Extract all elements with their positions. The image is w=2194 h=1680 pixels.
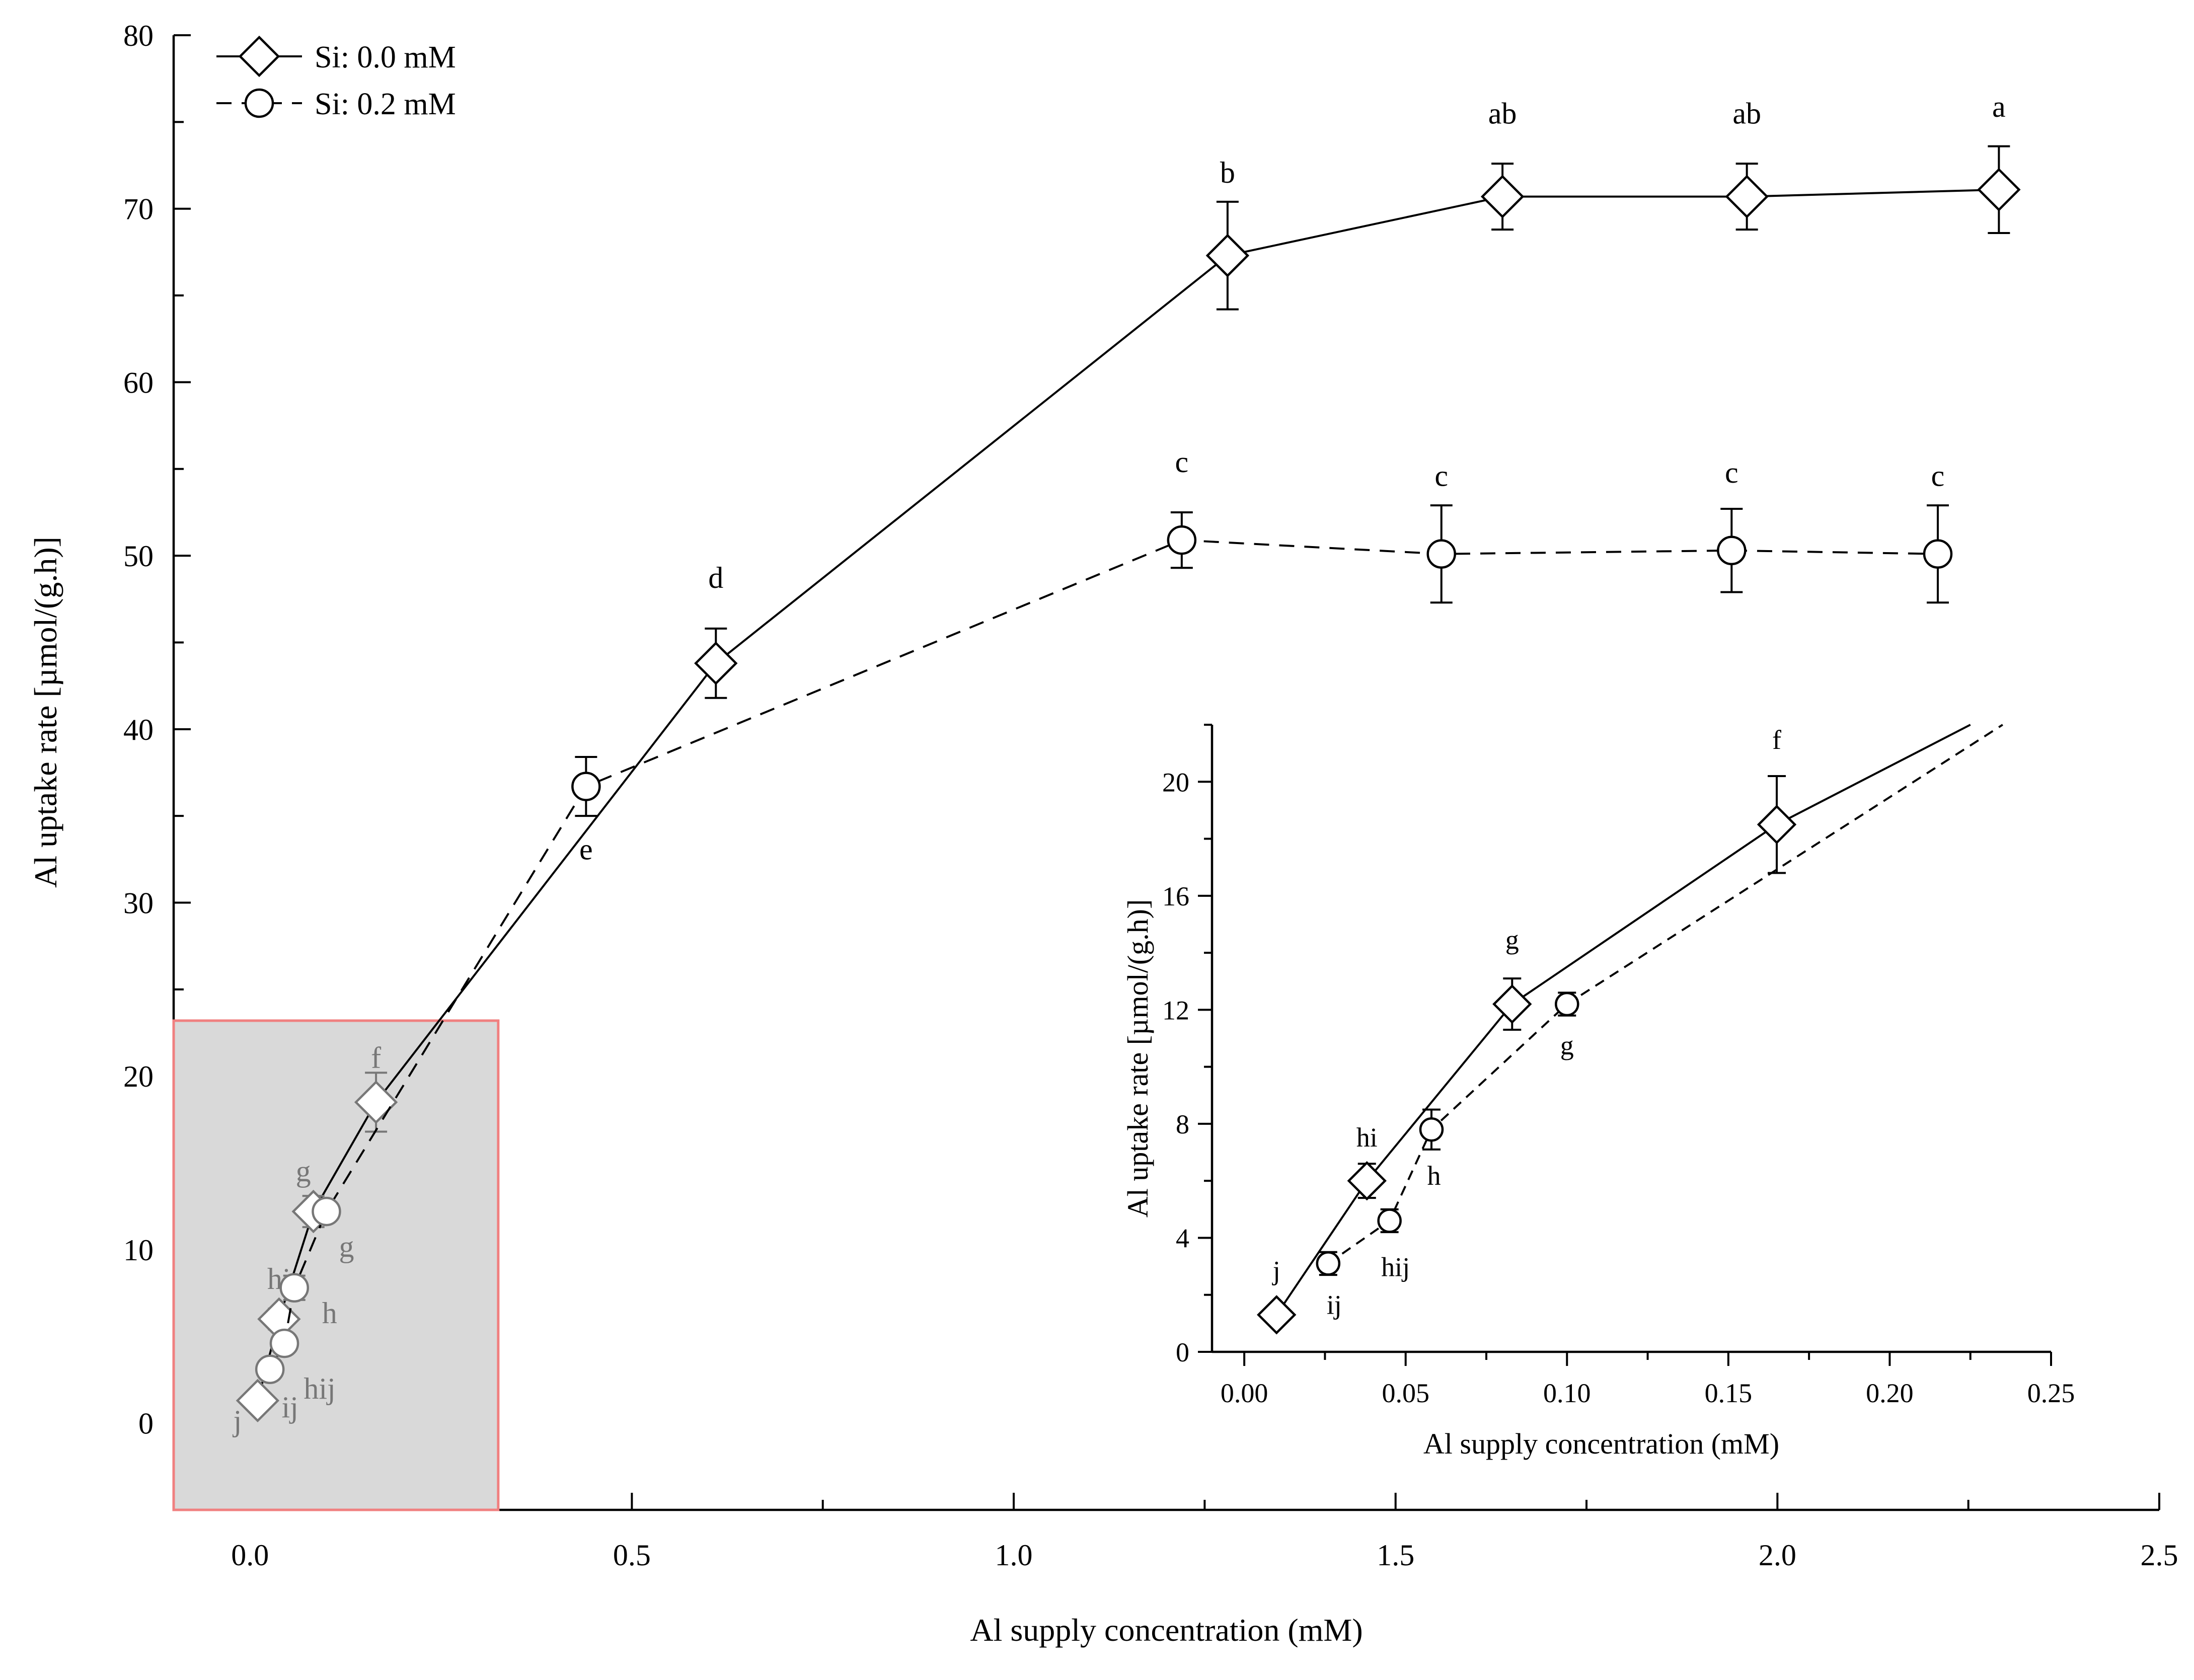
significance-label: c xyxy=(1725,456,1738,489)
inset-x-tick-label: 0.10 xyxy=(1543,1378,1591,1408)
data-point-circle xyxy=(312,1196,341,1227)
significance-label: f xyxy=(371,1041,381,1075)
main-y-axis-title: Al uptake rate [µmol/(g.h)] xyxy=(28,537,63,888)
main-y-tick-label: 20 xyxy=(123,1060,154,1093)
inset-data-point-circle xyxy=(1377,1208,1402,1233)
significance-label: g xyxy=(339,1230,354,1263)
significance-label: j xyxy=(233,1404,242,1437)
zoom-region-box xyxy=(172,1019,500,1511)
data-point-diamond xyxy=(236,1379,280,1423)
inset-significance-label: ij xyxy=(1327,1289,1342,1320)
data-point-diamond xyxy=(1480,175,1525,218)
inset-x-tick-label: 0.15 xyxy=(1705,1378,1753,1408)
inset-significance-label: h xyxy=(1427,1161,1441,1191)
inset-y-tick-label: 8 xyxy=(1176,1109,1189,1139)
data-point-diamond xyxy=(1725,175,1769,218)
inset-data-point-circle xyxy=(1419,1117,1444,1142)
inset-series-si-0-0: j hi g f xyxy=(1257,724,1971,1335)
inset-data-point-diamond xyxy=(1257,1295,1297,1335)
inset-data-point-circle xyxy=(1555,991,1579,1017)
inset-significance-label: g xyxy=(1560,1030,1574,1060)
significance-label: b xyxy=(1220,156,1235,189)
main-x-tick-label: 0.5 xyxy=(613,1539,651,1572)
data-point-diamond xyxy=(1977,168,2021,211)
inset-significance-label: g xyxy=(1505,925,1519,955)
inset-x-tick-label: 0.25 xyxy=(2027,1378,2075,1408)
main-x-tick-label: 2.5 xyxy=(2141,1539,2178,1572)
main-y-tick-label: 10 xyxy=(123,1234,154,1267)
data-point-diamond xyxy=(694,641,738,685)
main-y-tick-label: 60 xyxy=(123,366,154,399)
main-y-tick-label: 40 xyxy=(123,713,154,746)
inset-y-tick-label: 20 xyxy=(1162,767,1189,797)
main-y-tick-label: 80 xyxy=(123,19,154,52)
significance-label: c xyxy=(1434,460,1448,493)
inset-series-si-0-2: ij hij h g xyxy=(1316,724,2003,1320)
data-point-diamond xyxy=(1205,234,1250,277)
inset-y-axis-title: Al uptake rate [µmol/(g.h)] xyxy=(1121,899,1154,1218)
inset-significance-label: f xyxy=(1772,725,1781,755)
significance-label: a xyxy=(1992,90,2006,123)
legend-label-si-0-2: Si: 0.2 mM xyxy=(315,87,456,121)
inset-y-tick-label: 12 xyxy=(1162,995,1189,1025)
significance-label: e xyxy=(579,833,593,866)
legend: Si: 0.0 mM Si: 0.2 mM xyxy=(216,35,456,121)
significance-label: g xyxy=(296,1155,311,1188)
main-y-tick-label: 0 xyxy=(138,1407,154,1440)
inset-data-point-circle xyxy=(1316,1251,1341,1276)
significance-label: d xyxy=(708,561,723,594)
inset-chart: 0.00 0.05 0.10 0.15 0.20 0.25 0 4 8 12 16 20 Al supp… xyxy=(1121,724,2075,1460)
main-x-tick-label: 1.5 xyxy=(1377,1539,1414,1572)
data-point-circle xyxy=(1426,539,1456,569)
significance-label: ab xyxy=(1732,97,1761,130)
inset-x-tick-label: 0.00 xyxy=(1221,1378,1268,1408)
legend-label-si-0-0: Si: 0.0 mM xyxy=(315,40,456,74)
inset-data-point-diamond xyxy=(1757,805,1797,845)
data-point-circle xyxy=(279,1273,309,1303)
data-point-circle xyxy=(1167,525,1197,555)
inset-data-point-diamond xyxy=(1347,1161,1387,1201)
main-y-tick-label: 30 xyxy=(123,887,154,920)
main-y-tick-label: 70 xyxy=(123,193,154,226)
significance-label: c xyxy=(1175,445,1189,479)
main-x-axis-title: Al supply concentration (mM) xyxy=(970,1612,1363,1648)
legend-marker-circle xyxy=(244,88,274,118)
data-point-circle xyxy=(255,1354,285,1385)
main-x-tick-label: 2.0 xyxy=(1759,1539,1796,1572)
data-point-circle xyxy=(269,1328,299,1358)
data-point-circle xyxy=(571,772,601,801)
main-series-si-0-0: j hi g f d b ab ab a xyxy=(233,90,2021,1437)
main-y-tick-label: 50 xyxy=(123,540,154,573)
inset-y-tick-label: 16 xyxy=(1162,881,1189,911)
inset-significance-label: j xyxy=(1272,1255,1280,1285)
main-x-tick-label: 0.0 xyxy=(231,1539,269,1572)
inset-y-tick-label: 4 xyxy=(1176,1223,1189,1253)
inset-significance-label: hi xyxy=(1356,1122,1378,1153)
significance-label: h xyxy=(322,1296,337,1330)
inset-significance-label: hij xyxy=(1381,1252,1410,1282)
data-point-circle xyxy=(1717,536,1747,566)
inset-x-axis-title: Al supply concentration (mM) xyxy=(1423,1427,1779,1460)
series-line xyxy=(256,188,1999,1401)
inset-data-point-diamond xyxy=(1492,984,1532,1024)
inset-x-tick-label: 0.20 xyxy=(1866,1378,1914,1408)
significance-label: hij xyxy=(304,1372,335,1405)
inset-x-tick-label: 0.05 xyxy=(1382,1378,1429,1408)
data-point-circle xyxy=(1923,539,1953,569)
significance-label: c xyxy=(1931,460,1945,493)
significance-label: ij xyxy=(282,1391,298,1424)
inset-y-tick-label: 0 xyxy=(1176,1337,1189,1367)
main-x-tick-label: 1.0 xyxy=(995,1539,1033,1572)
significance-label: ab xyxy=(1488,97,1517,130)
series-line xyxy=(269,539,1938,1370)
legend-marker-diamond xyxy=(238,35,280,78)
